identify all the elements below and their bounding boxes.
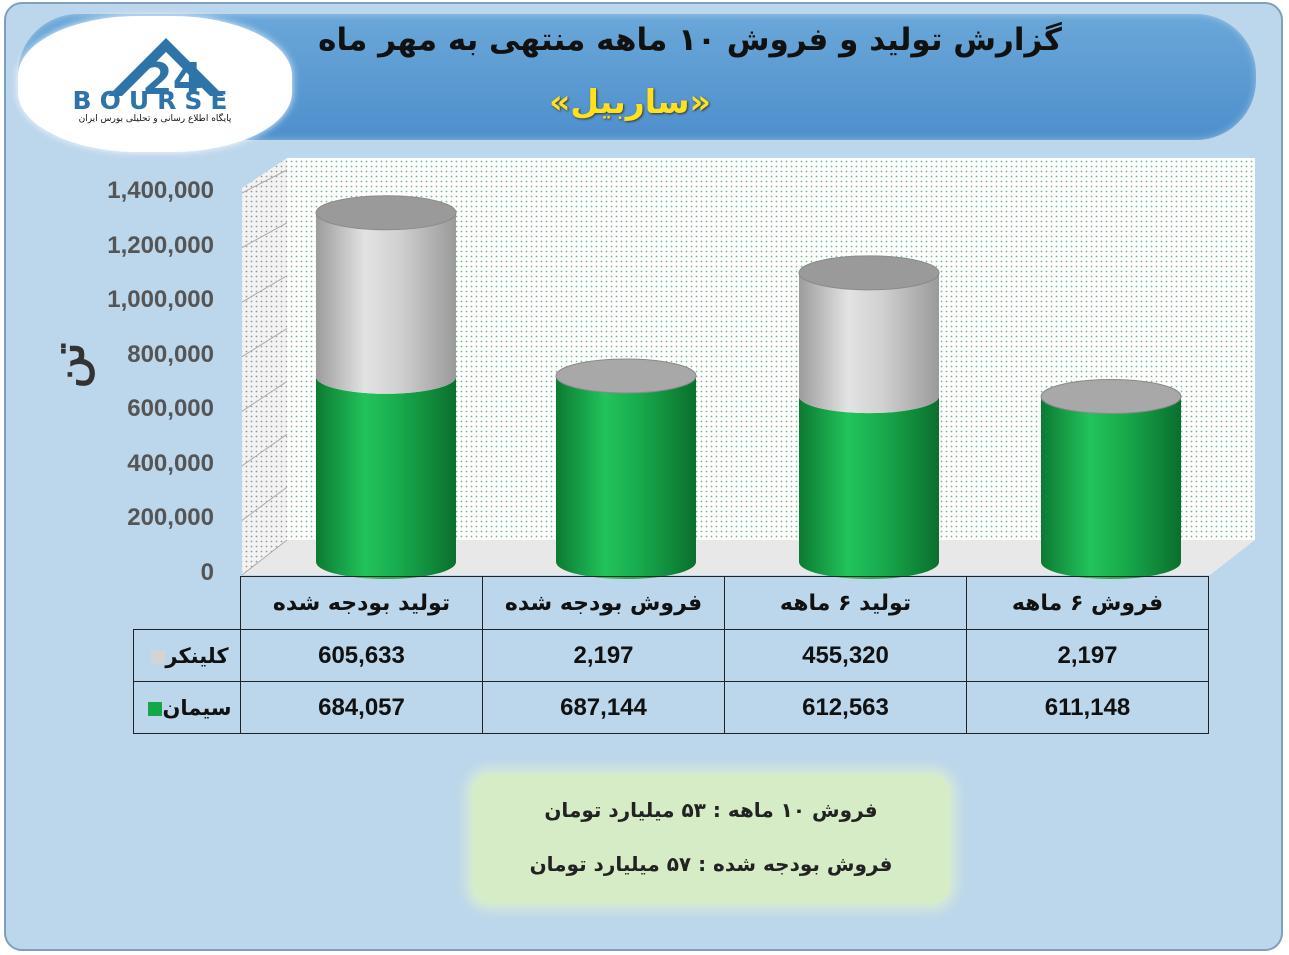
cement-bar [1041, 396, 1181, 579]
clinker-bar-top [798, 255, 940, 291]
table-cell: 2,197 [482, 629, 725, 682]
table-row-cement: سیمان 684,057 687,144 612,563 611,148 [133, 681, 1209, 734]
cement-swatch-icon [148, 701, 163, 716]
table-cell: 605,633 [240, 629, 483, 682]
table-header-row: تولید بودجه شده فروش بودجه شده تولید ۶ م… [134, 576, 1209, 630]
plot-side-wall [242, 158, 287, 575]
y-tick-label: 1,400,000 [107, 177, 214, 204]
clinker-bar [316, 212, 456, 394]
svg-text:24: 24 [142, 54, 203, 105]
category-label: تولید بودجه شده [240, 576, 483, 630]
clinker-swatch-icon [151, 649, 166, 664]
logo-caption: پایگاه اطلاع رسانی و تحلیلی بورس ایران [78, 114, 232, 124]
y-tick-label: 600,000 [127, 395, 214, 423]
gridline [241, 222, 288, 249]
table-cell: 455,320 [724, 629, 967, 682]
logo-wordmark: BOURSE [72, 86, 236, 115]
legend-label: سیمان [162, 695, 232, 720]
gridline [241, 381, 288, 412]
cement-bar [799, 396, 939, 579]
table-cell: 2,197 [966, 629, 1209, 682]
cement-bar [316, 376, 456, 579]
legend-clinker: کلینکر [133, 629, 241, 682]
logo-mark-icon: 24 [108, 38, 224, 105]
cement-bar-top [1040, 379, 1182, 415]
category-label: تولید ۶ ماهه [724, 576, 967, 630]
gridline [241, 328, 288, 358]
report-title: گزارش تولید و فروش ۱۰ ماهه منتهی به مهر … [318, 22, 1062, 58]
legend-label: کلینکر [165, 643, 229, 668]
data-table: تولید بودجه شده فروش بودجه شده تولید ۶ م… [133, 576, 1209, 734]
y-tick-label: 1,000,000 [107, 286, 214, 314]
y-tick-label: 200,000 [127, 504, 214, 532]
gridline [241, 275, 288, 303]
gridline [241, 486, 288, 521]
clinker-bar-top [315, 195, 457, 231]
category-label: فروش بودجه شده [482, 576, 725, 630]
y-tick-label: 0 [200, 559, 214, 586]
bourse-logo: 24 [18, 16, 292, 152]
note-sales-10-month: فروش ۱۰ ماهه : ۵۳ میلیارد تومان [544, 798, 878, 822]
y-axis-unit: تن [43, 342, 95, 389]
y-tick-label: 1,200,000 [107, 231, 214, 259]
table-row-clinker: کلینکر 605,633 2,197 455,320 2,197 [133, 629, 1209, 682]
gridline [241, 169, 288, 194]
cement-bar [556, 375, 696, 579]
legend-cement: سیمان [133, 681, 241, 734]
gridline [241, 433, 288, 467]
table-cell: 611,148 [966, 681, 1209, 734]
table-cell: 687,144 [482, 681, 725, 734]
company-name: «ساربیل» [549, 82, 711, 121]
table-corner [134, 577, 241, 630]
y-tick-label: 400,000 [127, 449, 214, 477]
table-cell: 612,563 [724, 681, 967, 734]
clinker-bar [799, 272, 939, 414]
gridline [241, 539, 288, 576]
cement-bar-top [555, 358, 697, 394]
y-tick-label: 800,000 [127, 340, 214, 368]
table-cell: 684,057 [240, 681, 483, 734]
plot-floor [242, 540, 1255, 575]
category-label: فروش ۶ ماهه [966, 576, 1209, 630]
summary-note: فروش ۱۰ ماهه : ۵۳ میلیارد تومان فروش بود… [472, 774, 950, 904]
note-sales-budget: فروش بودجه شده : ۵۷ میلیارد تومان [529, 852, 893, 876]
